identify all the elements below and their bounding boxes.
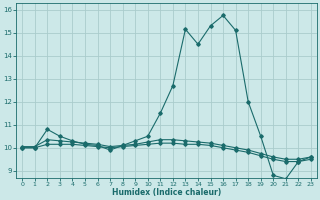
X-axis label: Humidex (Indice chaleur): Humidex (Indice chaleur) [112,188,221,197]
